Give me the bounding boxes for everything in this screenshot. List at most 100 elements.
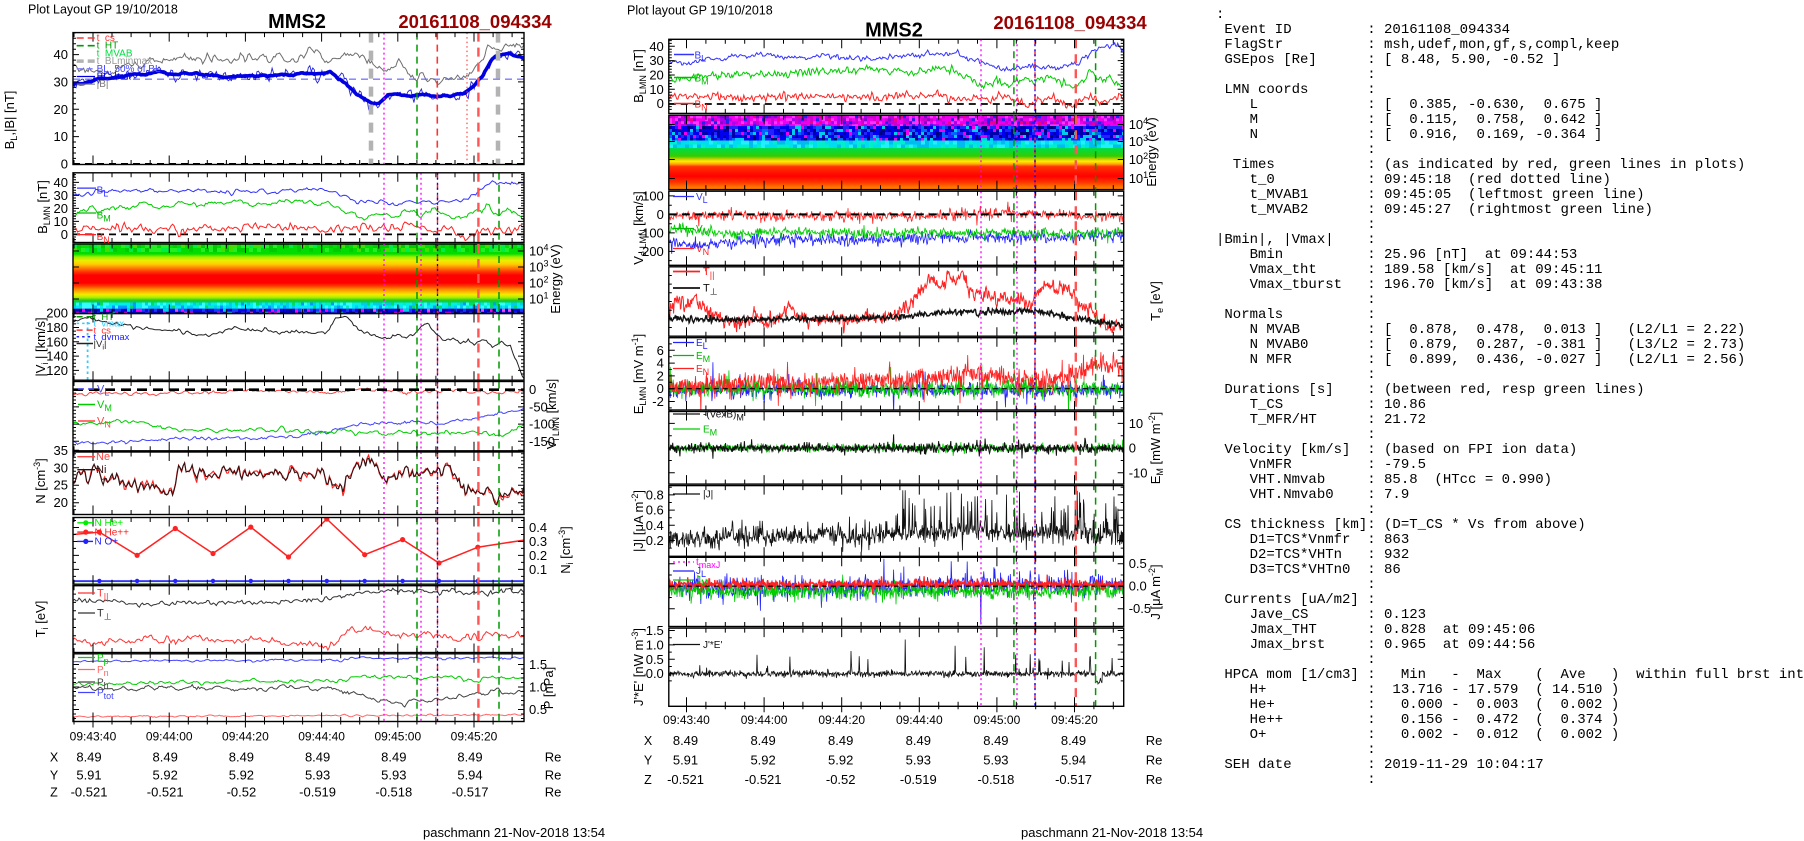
svg-text:Energy (eV): Energy (eV) <box>548 244 563 313</box>
svg-text:VL: VL <box>97 384 109 398</box>
svg-text:t BLminmax: t BLminmax <box>97 56 153 67</box>
svg-text:10: 10 <box>1129 416 1143 431</box>
svg-text:|J| [μA m-2]: |J| [μA m-2] <box>630 490 646 552</box>
svg-text:BLMN [nT]: BLMN [nT] <box>35 180 52 234</box>
svg-text:120: 120 <box>46 363 68 378</box>
svg-text:5.92: 5.92 <box>828 753 853 768</box>
svg-text:-0.518: -0.518 <box>375 785 412 800</box>
svg-text:8.49: 8.49 <box>381 750 406 765</box>
svg-text:VL: VL <box>696 192 708 205</box>
svg-text:J'*E' [nW m-3]: J'*E' [nW m-3] <box>630 628 646 706</box>
svg-text:0.8: 0.8 <box>646 487 664 502</box>
svg-text:1.0: 1.0 <box>646 637 664 652</box>
svg-text:10: 10 <box>649 82 663 97</box>
svg-text:8.49: 8.49 <box>906 733 931 748</box>
svg-text:160: 160 <box>46 334 68 349</box>
svg-text:0.6: 0.6 <box>646 503 664 518</box>
svg-text:Pp: Pp <box>97 653 109 666</box>
svg-text:09:44:40: 09:44:40 <box>896 713 943 727</box>
svg-text:8.49: 8.49 <box>457 750 482 765</box>
svg-text:Y: Y <box>644 754 653 768</box>
svg-text:5.93: 5.93 <box>983 753 1008 768</box>
svg-text:tmaxJ: tmaxJ <box>696 557 720 570</box>
svg-text:5.93: 5.93 <box>906 753 931 768</box>
svg-text:P [nPa]: P [nPa] <box>541 667 556 709</box>
svg-text:Te [eV]: Te [eV] <box>1148 281 1165 321</box>
svg-text:09:45:00: 09:45:00 <box>974 713 1021 727</box>
svg-text:Re: Re <box>545 785 562 800</box>
svg-text:8.49: 8.49 <box>229 750 254 765</box>
svg-text:09:44:40: 09:44:40 <box>298 729 345 743</box>
svg-text:5.94: 5.94 <box>1061 753 1086 768</box>
svg-text:8.49: 8.49 <box>76 750 101 765</box>
svg-text:8.49: 8.49 <box>153 750 178 765</box>
svg-text:X: X <box>644 734 653 748</box>
svg-text:35: 35 <box>54 443 68 458</box>
svg-text:T||: T|| <box>97 588 108 602</box>
svg-text:8.49: 8.49 <box>983 733 1008 748</box>
svg-text:Energy (eV): Energy (eV) <box>1144 117 1159 186</box>
svg-text:Plot Layout GP 19/10/2018: Plot Layout GP 19/10/2018 <box>28 3 178 17</box>
svg-text:-0.521: -0.521 <box>71 785 108 800</box>
svg-text:2: 2 <box>657 368 664 383</box>
svg-text:1.5: 1.5 <box>529 657 547 672</box>
svg-text:VN: VN <box>97 416 111 430</box>
svg-text:J'*E': J'*E' <box>703 640 722 651</box>
svg-text:25: 25 <box>54 478 68 493</box>
svg-text:Ph: Ph <box>97 678 109 691</box>
svg-text:BL, 50% of BL: BL, 50% of BL <box>97 64 161 75</box>
svg-text:0.1: 0.1 <box>529 562 547 577</box>
svg-text:0.5: 0.5 <box>529 702 547 717</box>
svg-text:-150: -150 <box>529 434 555 449</box>
svg-text:Pn: Pn <box>97 665 109 678</box>
svg-text:0: 0 <box>61 227 68 242</box>
svg-text:VN: VN <box>696 244 709 257</box>
svg-text:BM: BM <box>97 210 111 223</box>
svg-text:X: X <box>50 751 59 765</box>
svg-text:-(VexB)M: -(VexB)M <box>703 410 744 423</box>
svg-text:BN: BN <box>97 232 110 245</box>
svg-text:Z: Z <box>644 773 652 787</box>
svg-text:20161108_094334: 20161108_094334 <box>993 12 1147 33</box>
svg-text:t cs: t cs <box>97 33 115 44</box>
svg-text:0.5: 0.5 <box>1129 556 1147 571</box>
svg-text:-0.517: -0.517 <box>1055 772 1092 787</box>
svg-text:-100: -100 <box>638 225 664 240</box>
svg-text:Re: Re <box>1146 753 1163 768</box>
svg-text:40: 40 <box>54 47 68 62</box>
svg-text:09:44:00: 09:44:00 <box>146 729 193 743</box>
svg-text:40: 40 <box>54 175 68 190</box>
svg-text:paschmann 21-Nov-2018 13:54: paschmann 21-Nov-2018 13:54 <box>1021 825 1203 840</box>
svg-text:30: 30 <box>54 460 68 475</box>
svg-text:t HT: t HT <box>94 312 115 323</box>
svg-text:5.91: 5.91 <box>76 768 101 783</box>
svg-text:paschmann 21-Nov-2018 13:54: paschmann 21-Nov-2018 13:54 <box>423 825 605 840</box>
svg-text:5.93: 5.93 <box>381 768 406 783</box>
svg-text:0.2: 0.2 <box>529 548 547 563</box>
svg-text:-100: -100 <box>529 417 555 432</box>
svg-text:EM [mW m-2]: EM [mW m-2] <box>1147 412 1165 485</box>
svg-text:0: 0 <box>657 96 664 111</box>
svg-text:ELMN [mV m-1]: ELMN [mV m-1] <box>630 334 648 415</box>
svg-text:09:45:20: 09:45:20 <box>451 729 498 743</box>
svg-text:5.92: 5.92 <box>229 768 254 783</box>
svg-text:5.92: 5.92 <box>750 753 775 768</box>
svg-text:-10: -10 <box>1129 465 1148 480</box>
svg-text:100: 100 <box>642 188 664 203</box>
svg-text:BLMN [nT]: BLMN [nT] <box>631 49 648 103</box>
svg-text:BN: BN <box>695 100 708 113</box>
svg-text:-200: -200 <box>638 244 664 259</box>
svg-text:8.49: 8.49 <box>673 733 698 748</box>
svg-text:t vmax: t vmax <box>94 319 125 330</box>
svg-text:T⊥: T⊥ <box>97 608 112 622</box>
svg-text:BL: BL <box>97 186 109 199</box>
svg-text:EM: EM <box>703 425 717 438</box>
svg-text:09:43:40: 09:43:40 <box>70 729 117 743</box>
svg-text:EL: EL <box>696 338 708 351</box>
svg-text:1.0: 1.0 <box>529 680 547 695</box>
svg-text:8.49: 8.49 <box>828 733 853 748</box>
svg-text:09:44:20: 09:44:20 <box>222 729 269 743</box>
svg-text:200: 200 <box>46 306 68 321</box>
svg-text:J [μA m-2]: J [μA m-2] <box>1147 564 1163 619</box>
svg-text:-2: -2 <box>652 394 664 409</box>
